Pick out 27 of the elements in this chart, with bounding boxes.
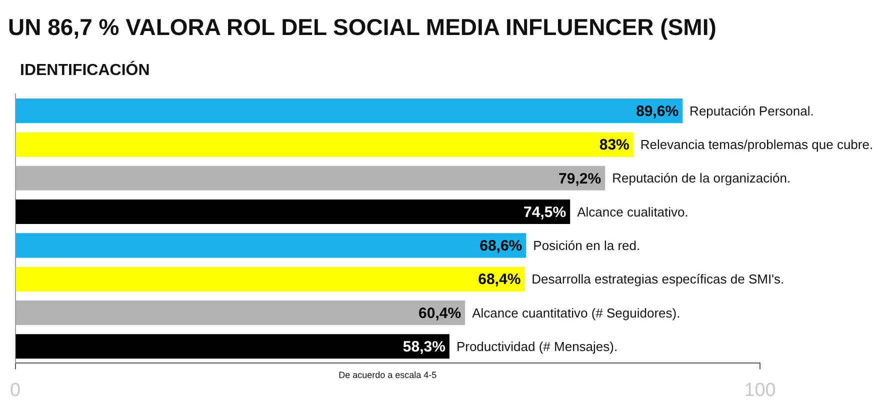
y-tick-label: Posición en la red. — [533, 238, 640, 254]
data-label: 68,4% — [478, 271, 521, 288]
y-tick-label: Alcance cualitativo. — [577, 204, 688, 220]
bar — [16, 132, 634, 157]
bar — [16, 300, 466, 326]
y-tick-label: Desarrolla estrategias específicas de SMI's. — [532, 272, 784, 287]
data-label: 89,6% — [636, 102, 679, 120]
data-label: 68,6% — [480, 238, 522, 255]
bar — [16, 98, 683, 124]
bar — [16, 334, 450, 359]
data-label: 79,2% — [558, 170, 602, 188]
chart-title: UN 86,7 % VALORA ROL DEL SOCIAL MEDIA INFLUENCER (SMI) — [8, 14, 716, 41]
y-tick-label: Reputación Personal. — [690, 103, 814, 118]
x-axis-title: De acuerdo a escala 4-5 — [338, 370, 437, 380]
bar — [16, 199, 570, 224]
y-tick-label: Productividad (# Mensajes). — [456, 338, 618, 354]
y-tick-label: Alcance cuantitativo (# Seguidores). — [472, 305, 680, 320]
bar — [16, 166, 606, 190]
data-label: 74,5% — [524, 204, 566, 221]
chart-subtitle: IDENTIFICACIÓN — [20, 62, 150, 80]
y-tick-label: Reputación de la organización. — [612, 170, 791, 186]
bar — [16, 233, 526, 258]
data-label: 83% — [599, 136, 630, 154]
bar — [16, 266, 525, 292]
data-label: 58,3% — [402, 338, 446, 356]
y-tick-label: Relevancia temas/problemas que cubre. — [640, 137, 874, 152]
data-label: 60,4% — [418, 304, 462, 322]
